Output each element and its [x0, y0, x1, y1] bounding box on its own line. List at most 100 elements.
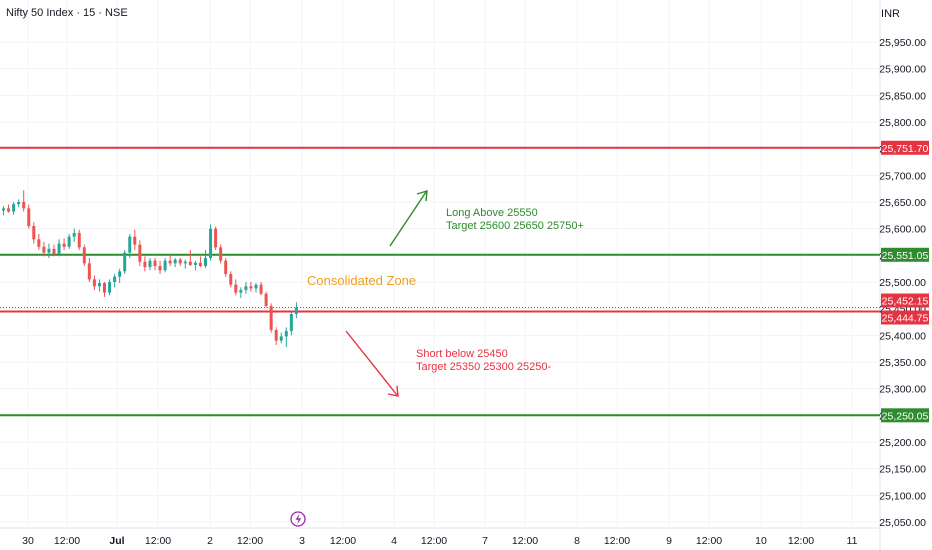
levels: [0, 146, 880, 417]
price-axis: 25,950.00 25,900.00 25,850.00 25,800.00 25,7…: [879, 37, 926, 529]
candle: [133, 229, 137, 250]
candle-body: [123, 252, 127, 272]
time-tick-label: 12:00: [330, 535, 356, 547]
candle: [32, 222, 36, 244]
candle-body: [133, 236, 137, 245]
price-tick-label: 25,850.00: [879, 90, 926, 102]
candle: [193, 260, 197, 271]
zone-label: Consolidated Zone: [307, 273, 416, 288]
candle: [198, 256, 202, 268]
candle: [62, 238, 66, 250]
candle-body: [143, 261, 147, 268]
candle-body: [32, 226, 36, 240]
level-tag-bg: [881, 293, 929, 308]
arrows: [345, 190, 428, 397]
candle-body: [62, 243, 66, 247]
candle-body: [289, 314, 293, 332]
candle: [173, 258, 177, 268]
candle-body: [224, 260, 228, 274]
candle: [178, 258, 182, 266]
candle: [82, 244, 86, 266]
candle: [274, 327, 278, 345]
time-tick-label: 12:00: [421, 535, 447, 547]
level-tag-bg: [881, 310, 929, 325]
candle: [108, 279, 112, 296]
candle-body: [22, 202, 26, 209]
candle: [47, 243, 51, 258]
candle-body: [239, 290, 243, 293]
time-tick-label: 9: [666, 535, 672, 547]
candle: [163, 258, 167, 273]
price-tick-label: 25,700.00: [879, 170, 926, 182]
candle-body: [204, 258, 207, 266]
candle: [214, 226, 218, 250]
price-tick-label: 25,100.00: [879, 490, 926, 502]
time-tick-label: 12:00: [237, 535, 263, 547]
candle-body: [249, 286, 253, 289]
candle-body: [264, 293, 268, 306]
price-tick-label: 25,150.00: [879, 464, 926, 476]
candle: [57, 239, 61, 257]
level-price-tag: 25,551.05: [881, 247, 929, 262]
candle-body: [77, 232, 81, 248]
candle-body: [27, 208, 31, 226]
price-tick-label: 25,350.00: [879, 357, 926, 369]
short-arrowhead: [387, 385, 399, 397]
candle: [143, 256, 147, 272]
level-tag-label: 25,551.05: [882, 250, 929, 262]
short-arrow: [345, 330, 398, 396]
candle: [209, 224, 213, 261]
candle: [97, 279, 101, 292]
candle-body: [284, 331, 288, 337]
candle: [289, 311, 293, 336]
time-tick-label: 3: [299, 535, 305, 547]
candle: [264, 291, 268, 308]
level-price-tag: 25,751.70: [881, 140, 929, 155]
candle-body: [47, 248, 51, 253]
price-tick-label: 25,950.00: [879, 37, 926, 49]
candle-body: [82, 247, 86, 264]
time-tick-label: 12:00: [788, 535, 814, 547]
level-tag-bg: [881, 140, 929, 155]
candle-body: [259, 284, 263, 294]
candle: [113, 274, 117, 288]
candle-body: [183, 261, 187, 264]
candle-body: [128, 236, 132, 253]
short-targets: Target 25350 25300 25250-: [416, 361, 552, 373]
time-tick-label: 2: [207, 535, 213, 547]
candle-body: [12, 204, 16, 212]
level-tag-bg: [881, 247, 929, 262]
candle: [204, 250, 207, 269]
price-tick-label: 25,400.00: [879, 330, 926, 342]
candle-body: [103, 283, 106, 293]
candle-body: [42, 246, 46, 253]
candle-body: [294, 307, 298, 314]
candle: [229, 271, 233, 288]
time-tick-label: 8: [574, 535, 580, 547]
candle-body: [254, 284, 258, 289]
candle-body: [113, 276, 117, 282]
candle-body: [148, 260, 152, 268]
candle-body: [72, 232, 76, 237]
candle: [72, 228, 76, 242]
candles: [2, 190, 298, 348]
candle-body: [188, 261, 192, 265]
price-tick-label: 25,300.00: [879, 384, 926, 396]
candle: [22, 190, 26, 212]
candle-body: [193, 262, 197, 265]
candle-body: [279, 336, 283, 341]
candle-body: [234, 284, 238, 293]
candle: [259, 282, 263, 296]
long-arrow: [389, 191, 427, 247]
level-tag-label: 25,751.70: [882, 143, 929, 155]
chart-title: Nifty 50 Index · 15 · NSE: [6, 7, 128, 19]
candle: [148, 258, 152, 271]
time-tick-label: 11: [847, 535, 858, 547]
candle-body: [87, 263, 91, 280]
candle: [87, 258, 91, 282]
level-tag-label: 25,444.75: [882, 312, 929, 324]
candle-body: [168, 260, 172, 264]
time-tick-label: 12:00: [145, 535, 171, 547]
